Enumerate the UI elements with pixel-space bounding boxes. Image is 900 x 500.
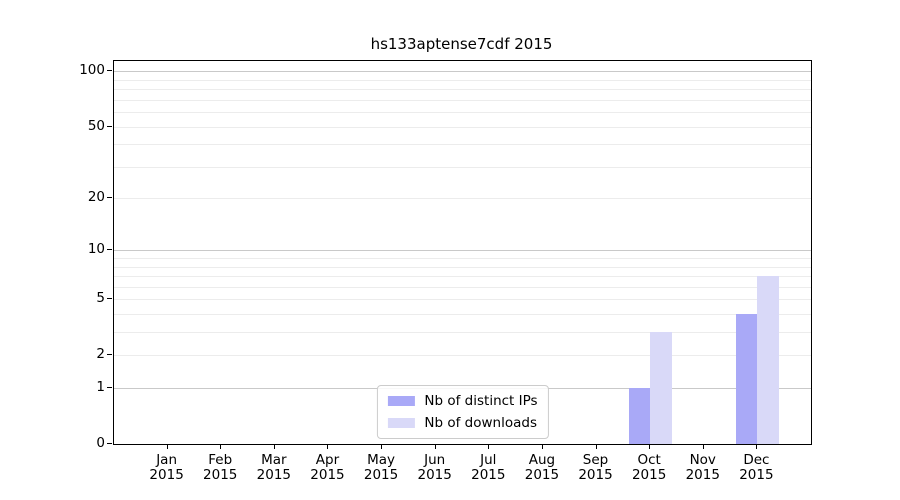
x-tick-year: 2015	[203, 467, 238, 483]
legend-label-downloads: Nb of downloads	[424, 415, 537, 431]
y-tick-label: 50	[87, 117, 105, 134]
bar-downloads-oct	[650, 332, 672, 444]
y-tick-label: 1	[96, 379, 105, 396]
x-tick-label: Mar 2015	[244, 453, 304, 483]
gridline-minor	[114, 89, 811, 91]
x-tick-mark	[756, 444, 758, 449]
gridline-minor	[114, 266, 811, 268]
x-tick-year: 2015	[685, 467, 720, 483]
x-tick-label: Dec 2015	[726, 453, 786, 483]
gridline-minor	[114, 258, 811, 260]
x-tick-mark	[434, 444, 436, 449]
legend-swatch-downloads	[387, 418, 415, 428]
y-tick-label: 100	[79, 62, 105, 79]
x-tick-mark	[327, 444, 329, 449]
bar-distinct-ips-dec	[735, 314, 758, 444]
gridline-minor	[114, 314, 811, 316]
legend-swatch-distinct-ips	[387, 396, 415, 406]
x-tick-mark	[166, 444, 168, 449]
x-tick-month: Jan	[156, 452, 178, 468]
y-tick-mark	[107, 354, 112, 356]
x-tick-month: Nov	[689, 452, 716, 468]
x-tick-year: 2015	[310, 467, 345, 483]
x-tick-year: 2015	[149, 467, 184, 483]
x-tick-label: Apr 2015	[297, 453, 357, 483]
gridline-minor	[114, 144, 811, 146]
gridline-minor	[114, 112, 811, 114]
x-tick-year: 2015	[524, 467, 560, 483]
x-tick-month: Jun	[424, 452, 446, 468]
gridline-minor	[114, 299, 811, 301]
x-tick-month: Dec	[743, 452, 770, 468]
x-tick-mark	[488, 444, 490, 449]
legend-item-downloads: Nb of downloads	[387, 415, 537, 431]
x-tick-mark	[595, 444, 597, 449]
chart-title: hs133aptense7cdf 2015	[370, 35, 553, 53]
x-tick-year: 2015	[631, 467, 667, 483]
x-tick-month: Feb	[208, 452, 233, 468]
legend: Nb of distinct IPs Nb of downloads	[376, 385, 549, 439]
legend-label-distinct-ips: Nb of distinct IPs	[424, 393, 538, 409]
gridline-major	[114, 71, 811, 73]
plot-area: Nb of distinct IPs Nb of downloads	[113, 60, 812, 445]
x-tick-month: Mar	[261, 452, 287, 468]
x-tick-month: May	[367, 452, 396, 468]
gridline-minor	[114, 79, 811, 81]
y-tick-label: 20	[87, 189, 105, 206]
y-tick-label: 5	[96, 290, 105, 307]
x-tick-label: Jun 2015	[405, 453, 465, 483]
x-tick-month: Jul	[480, 452, 497, 468]
x-tick-year: 2015	[471, 467, 506, 483]
x-tick-year: 2015	[417, 467, 452, 483]
x-tick-label: Oct 2015	[619, 453, 679, 483]
x-tick-month: Oct	[637, 452, 661, 468]
x-tick-label: Sep 2015	[566, 453, 626, 483]
x-tick-year: 2015	[739, 467, 774, 483]
y-tick-mark	[107, 249, 112, 251]
x-tick-mark	[273, 444, 275, 449]
gridline-minor	[114, 332, 811, 334]
y-tick-mark	[107, 125, 112, 127]
x-tick-label: Jul 2015	[458, 453, 518, 483]
x-tick-mark	[541, 444, 543, 449]
y-tick-label: 2	[96, 346, 105, 363]
gridline-minor	[114, 166, 811, 168]
y-tick-mark	[107, 197, 112, 199]
x-tick-label: May 2015	[351, 453, 411, 483]
bar-downloads-dec	[757, 276, 779, 444]
x-tick-month: Aug	[528, 452, 556, 468]
y-tick-mark	[107, 387, 112, 389]
x-tick-month: Sep	[582, 452, 609, 468]
y-tick-mark	[107, 443, 112, 444]
x-tick-label: Aug 2015	[512, 453, 572, 483]
x-tick-mark	[649, 444, 651, 449]
x-tick-mark	[381, 444, 383, 449]
bar-distinct-ips-oct	[628, 388, 651, 444]
x-tick-year: 2015	[578, 467, 613, 483]
y-tick-label: 0	[96, 435, 105, 451]
gridline-minor	[114, 198, 811, 200]
x-tick-year: 2015	[256, 467, 292, 483]
gridline-minor	[114, 126, 811, 128]
gridline-minor	[114, 286, 811, 288]
gridline-major	[114, 250, 811, 252]
y-tick-mark	[107, 298, 112, 300]
gridline-minor	[114, 276, 811, 278]
x-tick-label: Feb 2015	[190, 453, 250, 483]
x-tick-mark	[220, 444, 222, 449]
legend-item-distinct-ips: Nb of distinct IPs	[387, 393, 538, 409]
x-tick-month: Apr	[315, 452, 340, 468]
x-tick-year: 2015	[363, 467, 399, 483]
x-tick-label: Nov 2015	[673, 453, 733, 483]
gridline-minor	[114, 355, 811, 357]
x-tick-mark	[702, 444, 704, 449]
x-tick-label: Jan 2015	[137, 453, 197, 483]
y-tick-mark	[107, 70, 112, 72]
y-tick-label: 10	[87, 241, 105, 258]
gridline-minor	[114, 99, 811, 101]
